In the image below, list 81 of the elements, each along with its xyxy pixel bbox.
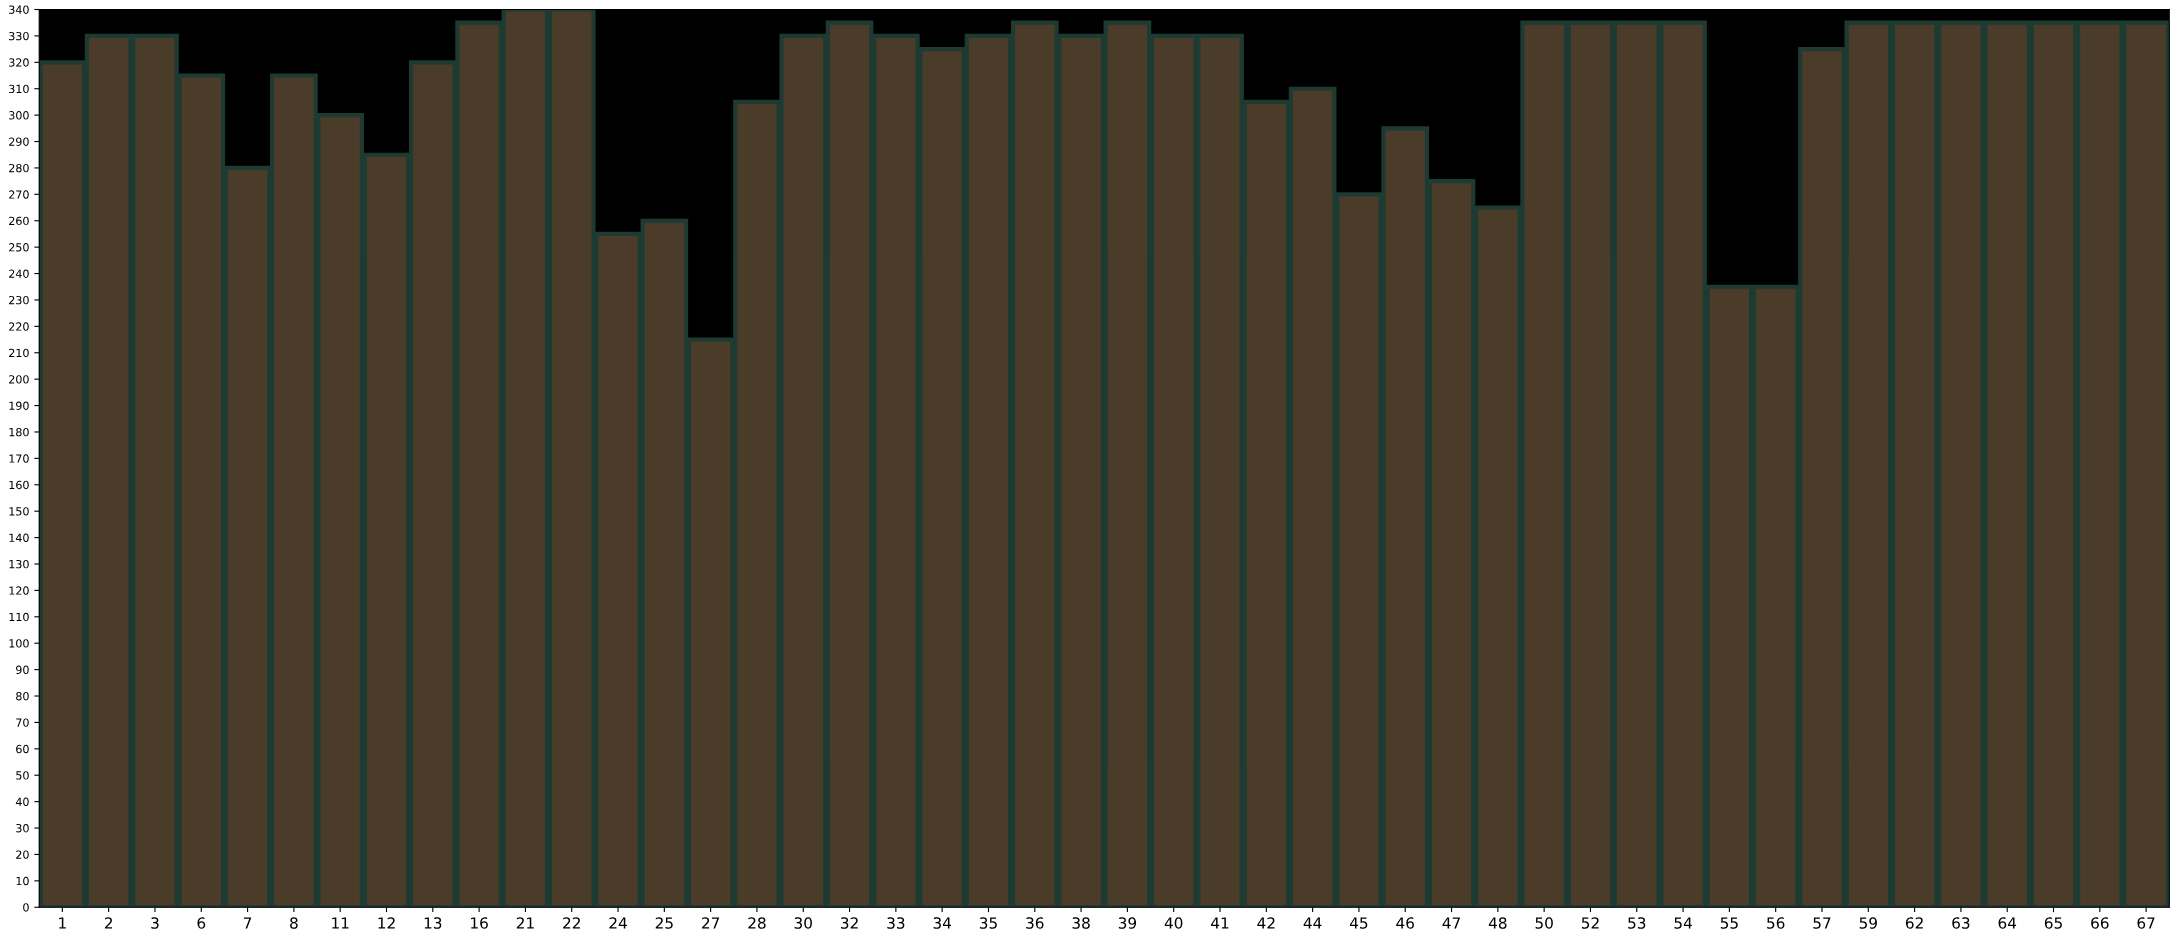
x-tick-label: 53 [1628,917,1646,929]
y-tick-label: 210 [9,348,29,358]
x-tick-label: 64 [1998,917,2017,929]
x-tick-label: 22 [563,917,580,929]
x-tick-label: 32 [841,917,858,929]
x-tick-label: 42 [1257,917,1275,929]
x-tick-label: 45 [1349,917,1368,929]
x-tick-label: 12 [378,917,395,929]
x-tick-label: 66 [2091,917,2109,929]
x-tick-label: 34 [933,917,952,929]
y-tick-label: 190 [9,401,29,410]
y-tick-label: 170 [9,454,29,463]
y-tick-label: 10 [16,876,29,886]
x-tick-label: 36 [1026,917,1044,929]
y-tick-label: 250 [9,243,29,252]
x-tick-label: 54 [1674,917,1692,929]
y-tick-label: 160 [9,480,29,490]
x-tick-label: 3 [151,917,159,929]
y-tick-label: 150 [9,507,29,516]
x-tick-label: 2 [104,917,112,929]
x-tick-label: 63 [1952,917,1970,929]
y-tick-label: 290 [9,137,29,146]
x-tick-label: 33 [887,917,905,929]
x-tick-label: 59 [1859,917,1877,929]
y-tick-label: 240 [9,269,29,278]
x-tick-label: 67 [2137,917,2155,929]
x-tick-label: 16 [471,917,488,929]
y-tick-label: 90 [16,665,29,674]
x-tick-label: 41 [1211,917,1229,929]
x-tick-label: 27 [702,917,720,929]
x-tick-label: 24 [609,917,627,929]
y-tick-label: 120 [9,586,29,595]
y-tick-label: 140 [9,533,29,542]
x-tick-label: 38 [1072,917,1090,929]
x-tick-label: 50 [1535,917,1553,929]
x-tick-label: 8 [290,917,298,929]
x-tick-label: 65 [2044,917,2062,929]
x-tick-label: 6 [197,917,206,929]
y-tick-label: 230 [9,295,29,305]
y-tick-label: 220 [9,322,29,331]
y-tick-label: 100 [9,639,29,648]
x-tick-label: 35 [979,917,997,929]
x-tick-label: 25 [655,917,673,929]
y-tick-label: 80 [16,691,29,701]
x-tick-label: 11 [332,917,349,929]
y-tick-label: 340 [9,5,29,14]
y-tick-label: 0 [23,903,29,912]
x-tick-label: 62 [1905,917,1923,929]
x-tick-label: 57 [1813,917,1831,929]
x-tick-label: 39 [1118,917,1137,929]
x-tick-label: 13 [424,917,442,929]
y-tick-label: 330 [9,31,29,41]
x-tick-label: 56 [1767,917,1785,929]
y-tick-label: 30 [16,824,29,833]
y-tick-label: 310 [9,84,29,94]
y-tick-label: 260 [9,216,29,226]
x-tick-label: 52 [1581,917,1599,929]
y-tick-label: 20 [16,850,29,859]
y-tick-label: 70 [16,718,29,727]
x-tick-label: 55 [1720,917,1738,929]
y-tick-label: 320 [9,58,29,67]
x-tick-label: 1 [59,917,66,929]
x-tick-label: 30 [794,917,812,929]
y-tick-label: 110 [9,612,29,622]
y-tick-label: 180 [9,427,29,437]
x-tick-label: 7 [243,917,252,929]
x-tick-label: 47 [1442,917,1460,929]
y-tick-label: 280 [9,163,29,173]
x-tick-label: 28 [748,917,766,929]
y-tick-label: 300 [9,111,29,120]
x-tick-label: 46 [1396,917,1414,929]
y-tick-label: 60 [16,744,29,754]
y-tick-label: 200 [9,375,29,384]
x-tick-label: 40 [1164,917,1183,929]
y-tick-label: 130 [9,559,29,569]
y-tick-label: 50 [16,771,29,780]
y-tick-label: 270 [9,190,29,199]
y-tick-label: 40 [15,797,29,807]
x-tick-label: 48 [1488,917,1507,929]
x-tick-label: 44 [1303,917,1322,929]
x-tick-label: 21 [516,917,534,929]
